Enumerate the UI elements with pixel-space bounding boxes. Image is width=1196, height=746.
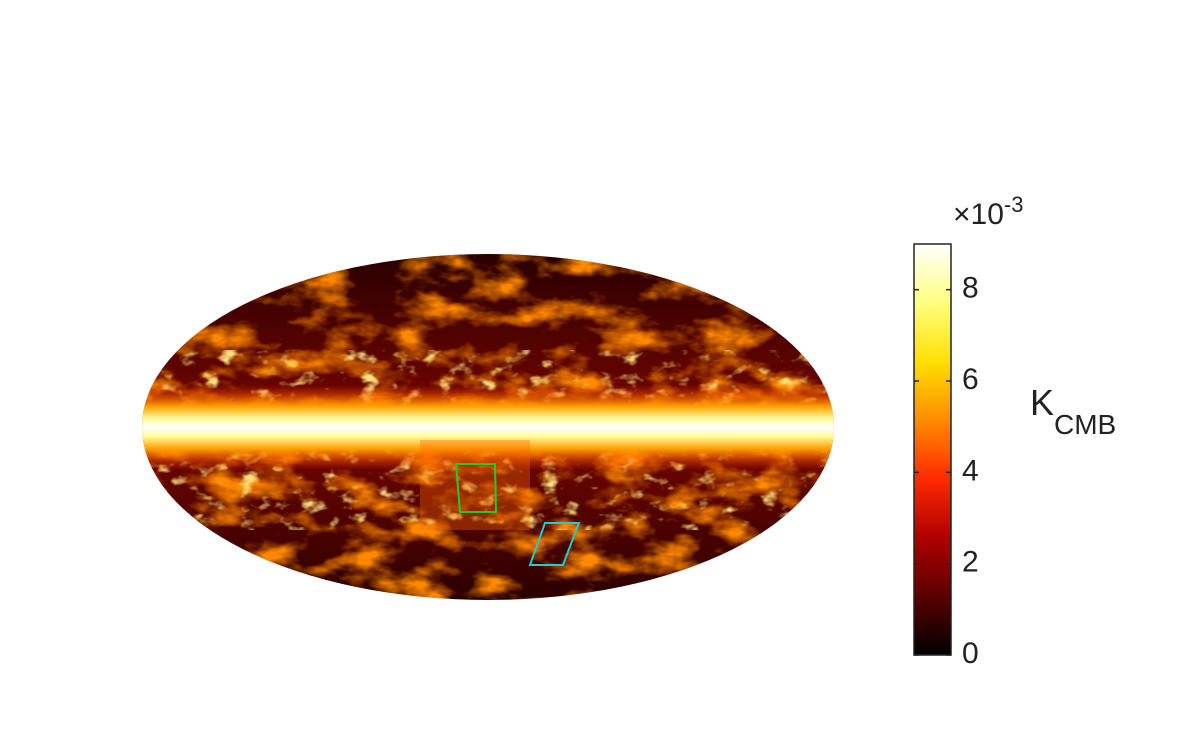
tick-label: 4 — [962, 454, 979, 487]
colorbar-label: KCMB — [1030, 382, 1116, 441]
label-main: K — [1030, 382, 1054, 423]
region-outline — [454, 463, 498, 513]
tick-label: 0 — [962, 637, 979, 670]
label-sub: CMB — [1054, 409, 1116, 440]
multiplier-base: ×10 — [953, 198, 1004, 231]
colorbar-multiplier: ×10-3 — [953, 192, 1023, 231]
tick-label: 2 — [962, 546, 979, 579]
sky-map — [142, 254, 834, 600]
region-outline — [528, 522, 581, 566]
tick-label: 8 — [962, 272, 979, 305]
colorbar — [913, 243, 952, 656]
tick-label: 6 — [962, 363, 979, 396]
multiplier-exponent: -3 — [1004, 192, 1024, 217]
